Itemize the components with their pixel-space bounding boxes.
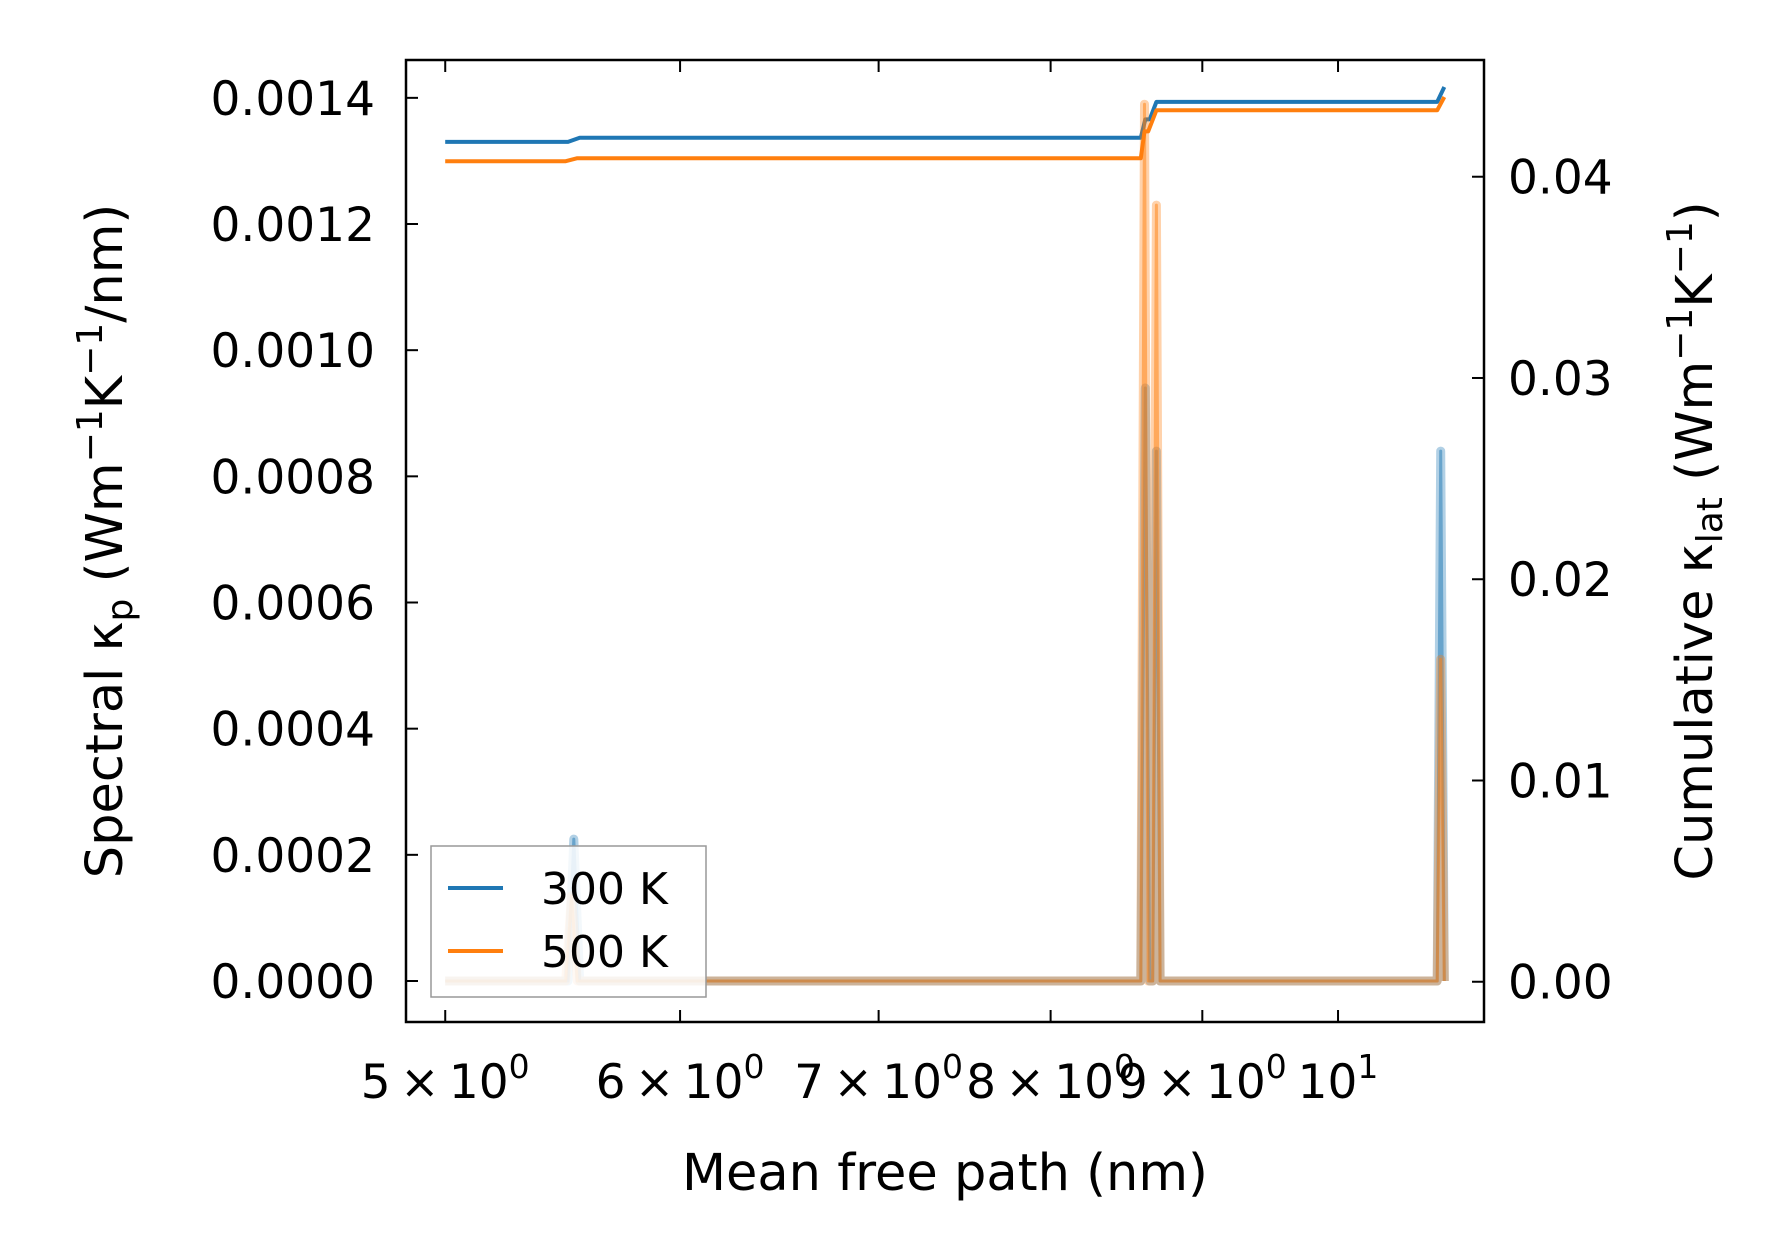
plot-area [445,86,1449,986]
x-tick-label: 5 × 100 [361,1047,530,1110]
x-tick-label: 101 [1298,1047,1379,1110]
right-y-tick-label: 0.03 [1508,352,1613,407]
left-y-tick-label: 0.0000 [211,955,375,1010]
legend-label-300k: 300 K [541,864,669,915]
left-y-tick-label: 0.0006 [211,577,375,632]
right-y-axis-label: Cumulative κlat (Wm−1K−1) [1660,201,1731,880]
left-y-axis-label: Spectral κp (Wm−1K−1/nm) [70,204,141,879]
right-y-tick-label: 0.04 [1508,151,1613,206]
right-y-tick-label: 0.01 [1508,754,1613,809]
x-tick-label: 7 × 100 [794,1047,963,1110]
legend-box [430,845,707,998]
left-y-tick-label: 0.0008 [211,450,375,505]
left-y-tick-label: 0.0010 [211,324,375,379]
left-y-tick-label: 0.0004 [211,703,375,758]
legend: 300 K 500 K [430,845,707,998]
left-y-tick-label: 0.0002 [211,829,375,884]
x-tick-label: 6 × 100 [596,1047,765,1110]
left-y-tick-label: 0.0012 [211,198,375,253]
x-axis-label: Mean free path (nm) [682,1144,1208,1203]
x-tick-label: 8 × 100 [966,1047,1135,1110]
axes-frame [404,58,1486,1024]
right-y-tick-label: 0.02 [1508,553,1613,608]
x-tick-label: 9 × 100 [1118,1047,1287,1110]
left-y-tick-label: 0.0014 [211,72,375,127]
tick-labels: 0.0000 0.0002 0.0004 0.0006 0.0008 0.0010 0.00… [211,72,1613,1110]
legend-label-500k: 500 K [541,927,669,978]
right-y-tick-label: 0.00 [1508,956,1613,1011]
tick-marks [406,60,1484,1022]
